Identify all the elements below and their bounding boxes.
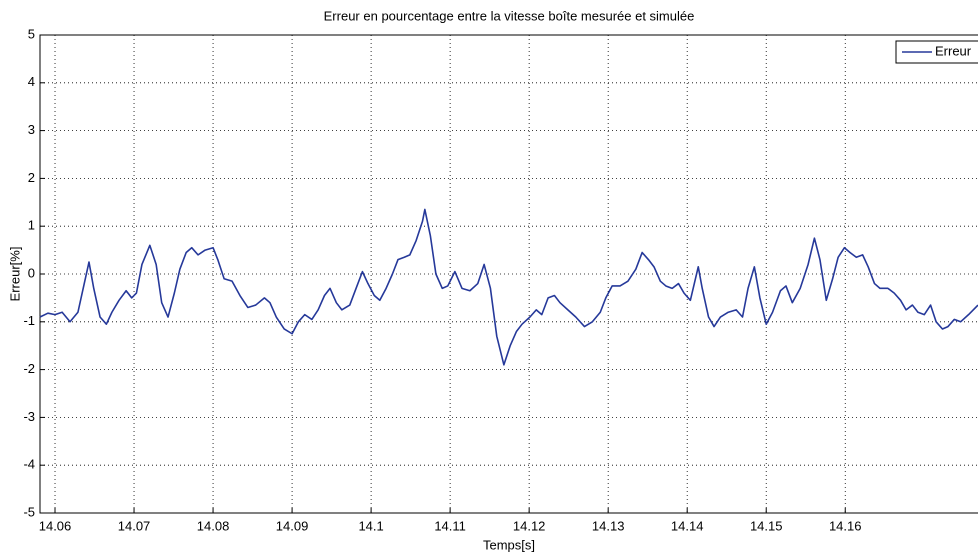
x-tick-label: 14.12 [513, 518, 546, 533]
y-tick-label: -3 [23, 409, 35, 424]
y-tick-label: -4 [23, 457, 35, 472]
axes-frame [39, 34, 978, 514]
y-tick-label: 4 [28, 74, 35, 89]
data-line [39, 208, 978, 366]
x-tick-label: 14.11 [434, 518, 466, 533]
x-tick-label: 14.15 [750, 518, 783, 533]
y-tick-label: 2 [28, 170, 35, 185]
y-tick-label: 0 [28, 265, 35, 280]
x-tick-label: 14.16 [829, 518, 862, 533]
x-tick-label: 14.1 [358, 518, 383, 533]
x-axis-label: Temps[s] [483, 537, 535, 552]
y-tick-label: -2 [23, 361, 35, 376]
x-tick-label: 14.08 [197, 518, 230, 533]
y-tick-label: 5 [28, 26, 35, 41]
legend-label: Erreur [935, 43, 972, 58]
x-tick-label: 14.13 [592, 518, 625, 533]
y-axis-label: Erreur[%] [7, 247, 22, 302]
y-tick-label: 1 [28, 218, 35, 233]
x-tick-label: 14.07 [118, 518, 151, 533]
y-tick-label: 3 [28, 122, 35, 137]
y-tick-label: -1 [23, 313, 35, 328]
y-tick-label: -5 [23, 504, 35, 519]
chart-title: Erreur en pourcentage entre la vitesse b… [324, 8, 695, 23]
x-tick-label: 14.09 [276, 518, 309, 533]
x-tick-label: 14.14 [671, 518, 704, 533]
legend-box [895, 40, 978, 64]
x-tick-label: 14.06 [39, 518, 72, 533]
